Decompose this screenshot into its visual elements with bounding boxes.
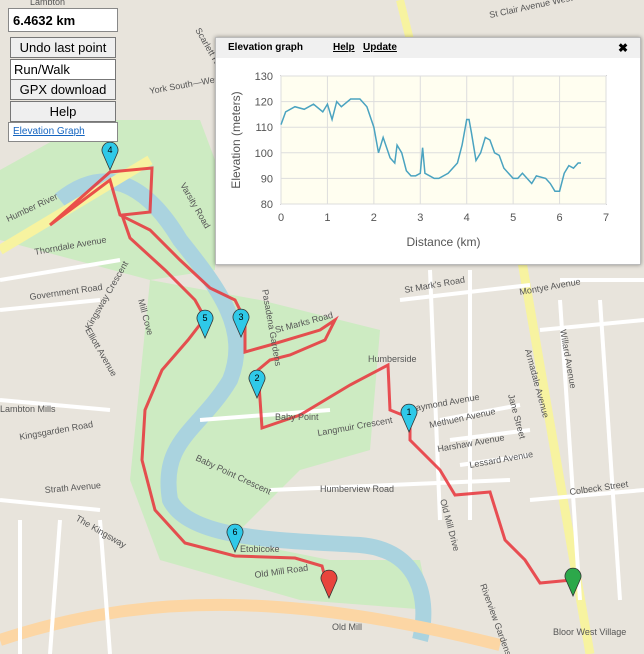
map-label: Lambton Mills	[0, 404, 56, 414]
y-tick-label: 80	[261, 199, 273, 211]
y-tick-label: 120	[255, 97, 273, 109]
help-link[interactable]: Help	[333, 42, 355, 53]
route-marker	[232, 308, 250, 338]
distance: 6.4632 km	[8, 8, 118, 32]
start-marker	[564, 567, 582, 597]
route-marker	[226, 523, 244, 553]
undo-button[interactable]: Undo last point	[10, 37, 116, 58]
x-tick-label: 5	[510, 212, 516, 224]
map-label: Etobicoke	[240, 544, 280, 554]
map-label: Humberview Road	[320, 484, 394, 494]
x-tick-label: 2	[371, 212, 377, 224]
close-button[interactable]: ✖	[617, 41, 628, 55]
elevation-panel: Elevation graph Help Update ✖ 80 90 100 110…	[215, 37, 641, 265]
river	[55, 173, 432, 642]
mode-select[interactable]: Run/Walk	[10, 59, 116, 80]
elevation-line	[280, 98, 581, 192]
x-tick-label: 4	[464, 212, 470, 224]
y-tick-label: 130	[255, 71, 273, 83]
route-marker	[248, 369, 266, 399]
x-tick-label: 7	[603, 212, 609, 224]
y-axis-label: Elevation (meters)	[229, 91, 243, 188]
marker-label: 3	[238, 312, 243, 322]
elevation-chart: 80 90 100 110 120 130 0 1 2 3 4 5 6 7 Distance (km) Ele…	[229, 71, 609, 249]
map-label: Lambton	[30, 0, 65, 7]
panel-header: Elevation graph Help Update ✖	[216, 38, 640, 58]
route-marker	[101, 141, 119, 171]
plot-area	[280, 75, 607, 205]
map-label: Bloor West Village	[553, 627, 626, 637]
x-tick-label: 6	[557, 212, 563, 224]
marker-label: 1	[406, 407, 411, 417]
help-button[interactable]: Help	[10, 101, 116, 122]
route-marker	[196, 309, 214, 339]
gpx-button[interactable]: GPX download	[10, 79, 116, 100]
map-label: Baby Point	[275, 412, 319, 422]
marker-label: 6	[232, 527, 237, 537]
y-tick-label: 90	[261, 173, 273, 185]
route-marker	[400, 403, 418, 433]
map-label: Humberside	[368, 354, 417, 364]
x-tick-label: 1	[324, 212, 330, 224]
road	[0, 598, 502, 651]
road	[396, 0, 414, 41]
marker-label: 2	[254, 373, 259, 383]
y-tick-label: 110	[255, 122, 273, 134]
x-axis-label: Distance (km)	[406, 235, 480, 249]
markers: 1 2 3 4 5 6	[101, 141, 582, 599]
marker-label: 4	[107, 145, 112, 155]
map-label: Strath Avenue	[44, 480, 101, 495]
x-tick-label: 3	[417, 212, 423, 224]
map-label: Old Mill	[332, 622, 362, 632]
panel-title: Elevation graph	[228, 42, 304, 53]
update-link[interactable]: Update	[363, 42, 397, 53]
marker-label: 5	[202, 313, 207, 323]
x-tick-label: 0	[278, 212, 284, 224]
elevation-link[interactable]: Elevation Graph	[8, 122, 118, 142]
streets	[0, 258, 644, 654]
end-marker	[320, 569, 338, 599]
y-tick-label: 100	[255, 148, 273, 160]
